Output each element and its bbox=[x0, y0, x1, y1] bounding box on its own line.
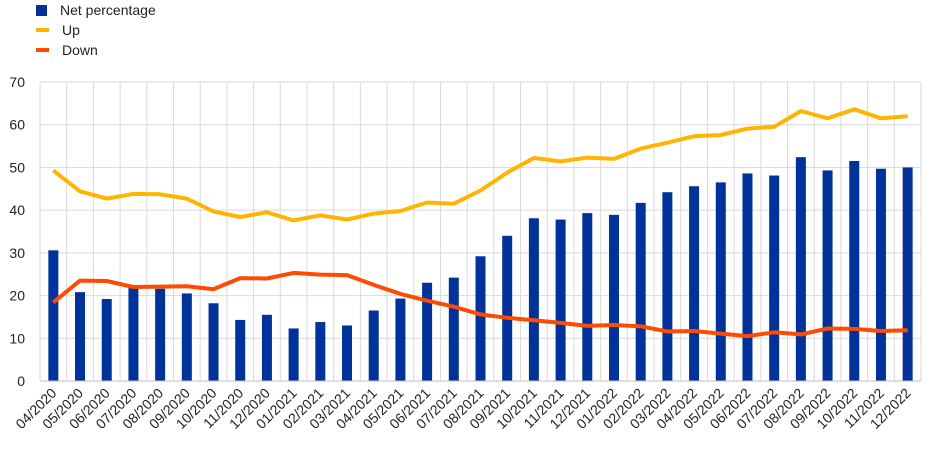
y-tick-label: 20 bbox=[9, 288, 25, 304]
y-tick-label: 0 bbox=[17, 373, 25, 389]
bar bbox=[448, 277, 459, 381]
series-line-up bbox=[52, 107, 908, 223]
legend-swatch-net-percentage bbox=[36, 4, 47, 16]
y-tick-label: 10 bbox=[9, 330, 25, 346]
y-tick-label: 30 bbox=[9, 245, 25, 261]
bar bbox=[395, 298, 406, 381]
legend-item-down: Down bbox=[36, 40, 156, 60]
legend-label-up: Up bbox=[62, 22, 80, 38]
bar bbox=[582, 213, 593, 381]
bar bbox=[288, 328, 299, 381]
bar bbox=[849, 161, 860, 381]
bar bbox=[689, 186, 700, 381]
bar bbox=[715, 182, 726, 381]
legend-swatch-down bbox=[36, 48, 49, 52]
bar bbox=[368, 310, 379, 381]
series-line-down bbox=[52, 270, 908, 339]
bar bbox=[662, 192, 673, 381]
bar bbox=[555, 219, 566, 381]
y-tick-label: 50 bbox=[9, 159, 25, 175]
bar bbox=[502, 235, 513, 381]
bar bbox=[902, 167, 913, 381]
bar bbox=[875, 168, 886, 381]
bar bbox=[475, 256, 486, 381]
y-tick-label: 40 bbox=[9, 202, 25, 218]
bar bbox=[208, 303, 219, 381]
y-tick-label: 60 bbox=[9, 117, 25, 133]
bar bbox=[261, 314, 272, 381]
bar bbox=[48, 250, 59, 381]
legend-label-net-percentage: Net percentage bbox=[60, 2, 156, 18]
bar bbox=[635, 202, 646, 381]
bar bbox=[795, 157, 806, 381]
bar bbox=[769, 175, 780, 381]
bar bbox=[608, 214, 619, 381]
bar bbox=[181, 293, 192, 381]
legend-item-up: Up bbox=[36, 20, 156, 40]
bar bbox=[75, 292, 86, 381]
legend-item-net-percentage: Net percentage bbox=[36, 0, 156, 20]
bar bbox=[235, 319, 246, 381]
bar bbox=[822, 170, 833, 381]
bar bbox=[155, 288, 166, 381]
bar bbox=[742, 173, 753, 381]
legend-swatch-up bbox=[36, 28, 49, 32]
bar bbox=[528, 218, 539, 381]
legend-label-down: Down bbox=[62, 42, 98, 58]
bar bbox=[342, 325, 353, 381]
y-tick-label: 70 bbox=[9, 74, 25, 90]
legend: Net percentage Up Down bbox=[36, 0, 156, 60]
bar bbox=[315, 322, 326, 381]
bar bbox=[422, 282, 433, 381]
bar bbox=[101, 298, 112, 381]
bar bbox=[128, 287, 139, 381]
